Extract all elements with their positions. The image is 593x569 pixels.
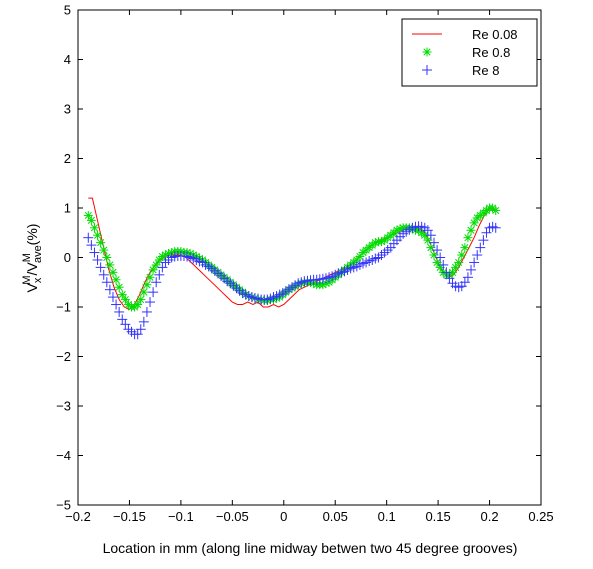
y-tick-label: −3: [56, 399, 71, 414]
y-tick-label: 0: [64, 250, 71, 265]
data-point-re-8: [441, 267, 452, 278]
data-point-re-0-8: [139, 287, 149, 297]
x-tick-label: 0.15: [425, 509, 450, 524]
x-tick-label: 0.1: [378, 509, 396, 524]
data-point-re-0-8: [86, 215, 96, 225]
axis-ticks: −0.2 −0.15 −0.1 −0.05 0 0.05 0.1 0.15 0.2 0.25 −5 −…: [56, 3, 553, 525]
data-point-re-0-8: [451, 262, 461, 272]
data-point-re-8: [425, 230, 436, 241]
data-point-re-8: [89, 247, 100, 258]
y-tick-label: 5: [64, 3, 71, 18]
data-point-re-0-8: [96, 238, 106, 248]
data-point-re-8: [428, 237, 439, 248]
data-point-re-0-8: [111, 275, 121, 285]
data-point-re-8: [114, 306, 125, 317]
legend-marker-star: [422, 47, 432, 57]
data-point-re-8: [472, 250, 483, 261]
data-point-re-0-8: [491, 205, 501, 215]
legend-swatch-re-8: [422, 65, 432, 75]
y-tick-label: 4: [64, 52, 71, 67]
data-point-re-0-8: [114, 282, 124, 292]
data-point-re-0-8: [142, 280, 152, 290]
data-point-re-0-8: [457, 250, 467, 260]
x-tick-label: −0.1: [168, 509, 194, 524]
data-point-re-8: [478, 235, 489, 246]
legend-label-re-0-08: Re 0.08: [472, 27, 518, 42]
data-point-re-0-8: [136, 295, 146, 305]
data-point-re-8: [475, 242, 486, 253]
data-point-re-0-8: [463, 233, 473, 243]
y-tick-label: 3: [64, 102, 71, 117]
data-point-re-0-8: [108, 267, 118, 277]
data-point-re-8: [435, 252, 446, 263]
data-point-re-8: [107, 292, 118, 303]
data-point-re-0-8: [454, 257, 464, 267]
legend-swatch-re-0-8: [422, 47, 432, 57]
data-point-re-8: [141, 306, 152, 317]
data-point-re-8: [469, 257, 480, 268]
data-point-re-8: [438, 259, 449, 270]
svg-text:VxM/VMave(%): VxM/VMave(%): [21, 224, 44, 293]
x-tick-label: 0.2: [481, 509, 499, 524]
data-point-re-8: [154, 269, 165, 280]
y-tick-label: −1: [56, 300, 71, 315]
y-tick-label: 1: [64, 201, 71, 216]
data-point-re-8: [83, 232, 94, 243]
legend-label-re-0-8: Re 0.8: [472, 45, 510, 60]
data-point-re-8: [92, 254, 103, 265]
data-point-re-0-8: [448, 267, 458, 277]
data-point-re-0-8: [102, 253, 112, 262]
data-point-re-8: [135, 324, 146, 335]
data-point-re-0-8: [93, 230, 103, 240]
data-point-re-8: [432, 245, 443, 256]
data-point-re-0-8: [120, 295, 130, 305]
y-tick-label: −4: [56, 448, 71, 463]
legend-marker-plus: [422, 65, 432, 75]
data-point-re-0-8: [469, 218, 479, 228]
y-tick-label: 2: [64, 151, 71, 166]
series-layer: [83, 197, 501, 340]
data-point-re-8: [145, 297, 156, 308]
data-point-re-0-8: [99, 245, 109, 255]
series-re-8: [83, 221, 501, 340]
x-tick-label: −0.15: [113, 509, 146, 524]
data-point-re-8: [104, 284, 115, 295]
data-point-re-0-8: [105, 260, 115, 270]
x-tick-label: 0.25: [528, 509, 553, 524]
y-tick-label: −2: [56, 349, 71, 364]
data-point-re-8: [148, 287, 159, 298]
data-point-re-8: [151, 277, 162, 288]
data-point-re-8: [98, 269, 109, 280]
legend-label-re-8: Re 8: [472, 63, 499, 78]
y-axis-label: VxM/VMave(%): [21, 224, 44, 293]
data-point-re-0-8: [83, 210, 93, 220]
data-point-re-0-8: [89, 223, 99, 233]
x-tick-label: 0.05: [323, 509, 348, 524]
data-point-re-8: [138, 316, 149, 327]
x-tick-label: 0: [280, 509, 287, 524]
data-point-re-0-8: [133, 300, 143, 310]
data-point-re-0-8: [466, 225, 476, 235]
data-point-re-8: [462, 272, 473, 283]
data-point-re-8: [95, 262, 106, 273]
data-point-re-8: [490, 222, 501, 233]
data-point-re-0-8: [460, 243, 470, 253]
x-tick-label: −0.05: [216, 509, 249, 524]
data-point-re-0-8: [148, 265, 158, 275]
x-axis-label: Location in mm (along line midway betwen…: [103, 540, 518, 556]
legend: Re 0.08 Re 0.8 Re 8: [401, 18, 538, 87]
data-point-re-8: [101, 277, 112, 288]
data-point-re-8: [86, 240, 97, 251]
data-point-re-8: [466, 264, 477, 275]
data-point-re-0-8: [145, 272, 155, 282]
y-tick-label: −5: [56, 498, 71, 513]
x-tick-label: −0.2: [65, 509, 91, 524]
data-point-re-8: [111, 299, 122, 310]
data-point-re-0-8: [117, 290, 127, 300]
